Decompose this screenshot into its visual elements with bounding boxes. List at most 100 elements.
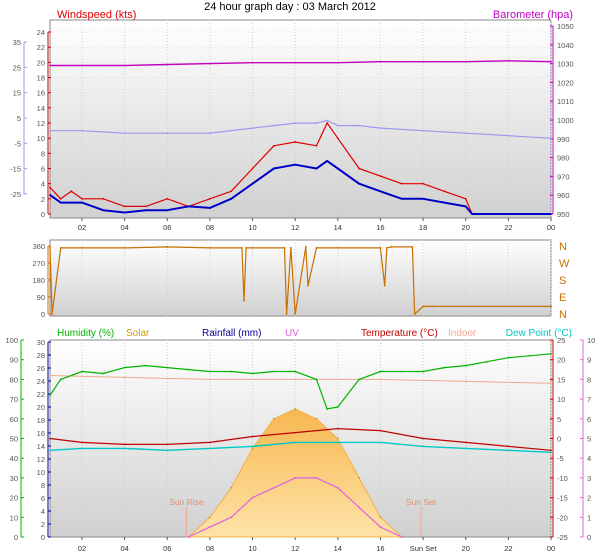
outer-temperature-point (294, 122, 297, 124)
x-tick-label: 10 (248, 544, 256, 553)
rainfall-axis-tick-label: 22 (37, 390, 45, 399)
solar-area (187, 408, 404, 538)
windspeed-label: Windspeed (kts) (57, 9, 136, 21)
dewpoint-point (464, 447, 467, 450)
windspeed-avg-point (59, 201, 62, 204)
windspeed-axis-tick-label: 22 (37, 43, 45, 52)
windspeed-axis-tick-label: 20 (37, 58, 45, 67)
wind-direction-point (240, 246, 243, 249)
sunset-label: Sun Set (406, 497, 437, 507)
humidity-axis-tick-label: 30 (10, 474, 18, 483)
windspeed-point (70, 190, 73, 193)
uv-axis-tick-label: 0 (587, 533, 591, 542)
windspeed-point (443, 190, 446, 193)
windspeed-avg-point (145, 209, 147, 212)
rainfall-axis-tick-label: 0 (41, 533, 45, 542)
wind-direction-point (81, 246, 83, 249)
wind-direction-point (245, 246, 248, 249)
temperature-axis-tick-label: 5 (557, 415, 561, 424)
outer-temp-axis-tick-label: 25 (13, 63, 21, 72)
humidity-axis-tick-label: 40 (10, 454, 18, 463)
humidity-axis-tick-label: 50 (10, 435, 18, 444)
solar-point (315, 417, 318, 420)
humidity-point (81, 370, 83, 373)
outer-temperature-point (550, 137, 552, 140)
wind-direction-point (315, 246, 318, 249)
solar-point (358, 477, 361, 479)
temperature-axis-tick-label: 15 (557, 375, 565, 384)
humidity-point (251, 372, 254, 375)
windspeed-avg-point (422, 197, 424, 200)
windspeed-point (59, 197, 62, 200)
rainfall-axis-tick-label: 10 (37, 468, 45, 477)
wind-direction-point (379, 246, 382, 249)
barometer-axis-tick-label: 990 (557, 135, 570, 144)
temperature-axis-tick-label: 20 (557, 356, 565, 365)
windspeed-point (400, 182, 403, 185)
temperature-point (294, 431, 297, 434)
outer-temperature-point (422, 129, 424, 132)
temperature-point (422, 437, 424, 440)
wind-direction-point (294, 313, 297, 315)
wind-direction-axis-tick-label: 270 (32, 259, 45, 268)
outer-temperature-point (379, 127, 382, 130)
indoor-point (123, 376, 126, 379)
barometer-point (251, 61, 254, 64)
windspeed-avg-point (550, 213, 552, 215)
windspeed-avg-point (336, 167, 339, 170)
uv-point (358, 506, 361, 509)
sunrise-label: Sun Rise (169, 497, 204, 507)
windspeed-axis-tick-label: 6 (41, 165, 45, 174)
windspeed-avg-point (443, 201, 446, 204)
windspeed-avg-point (251, 182, 254, 185)
wind-direction-point (283, 246, 286, 249)
temperature-point (464, 441, 467, 444)
x-tick-label: 06 (163, 223, 171, 232)
barometer-point (166, 63, 169, 66)
windspeed-avg-point (49, 194, 51, 196)
humidity-axis-tick-label: 90 (10, 356, 18, 365)
humidity-point (166, 366, 169, 369)
humidity-axis-tick-label: 0 (14, 533, 18, 542)
temperature-point (379, 429, 382, 432)
wind-direction-point (390, 246, 393, 248)
windspeed-point (81, 197, 83, 200)
solar-point (208, 516, 211, 519)
solar-point (251, 447, 254, 450)
temperature-point (81, 441, 83, 444)
rainfall-axis-tick-label: 30 (37, 338, 45, 347)
wind-direction-point (383, 284, 386, 287)
wind-direction-point (123, 246, 126, 249)
humidity-temperature-panel: 1009080706050403020100302826242220181614… (5, 328, 595, 553)
uv-point (251, 496, 254, 499)
uv-point (294, 477, 297, 479)
x-tick-label: 18 (419, 223, 427, 232)
windspeed-avg-point (166, 209, 169, 212)
temperature-point (507, 445, 510, 448)
temperature-point (166, 443, 169, 446)
barometer-point (507, 59, 510, 62)
windspeed-avg-point (379, 190, 382, 193)
humidity-point (379, 370, 382, 373)
outer-temp-axis-tick-label: -25 (10, 190, 21, 199)
rainfall-axis-tick-label: 24 (37, 377, 45, 386)
temperature-axis-tick-label: -10 (557, 474, 568, 483)
uv-axis-tick-label: 3 (587, 474, 591, 483)
barometer-axis-tick-label: 1020 (557, 78, 574, 87)
windspeed-point (251, 167, 254, 170)
wind-barometer-panel: 2422201816141210864203525155-5-15-251050… (10, 9, 574, 232)
humidity-point (145, 364, 147, 367)
windspeed-avg-point (358, 182, 361, 185)
uv-point (230, 516, 233, 519)
windspeed-avg-point (464, 205, 467, 208)
uv-axis-tick-label: 6 (587, 415, 591, 424)
windspeed-point (166, 197, 169, 200)
windspeed-point (326, 122, 329, 124)
rainfall-axis-tick-label: 12 (37, 455, 45, 464)
rainfall-axis-tick-label: 14 (37, 442, 45, 451)
windspeed-avg-point (81, 201, 83, 204)
uv-point (379, 526, 382, 529)
humidity-axis-tick-label: 60 (10, 415, 18, 424)
